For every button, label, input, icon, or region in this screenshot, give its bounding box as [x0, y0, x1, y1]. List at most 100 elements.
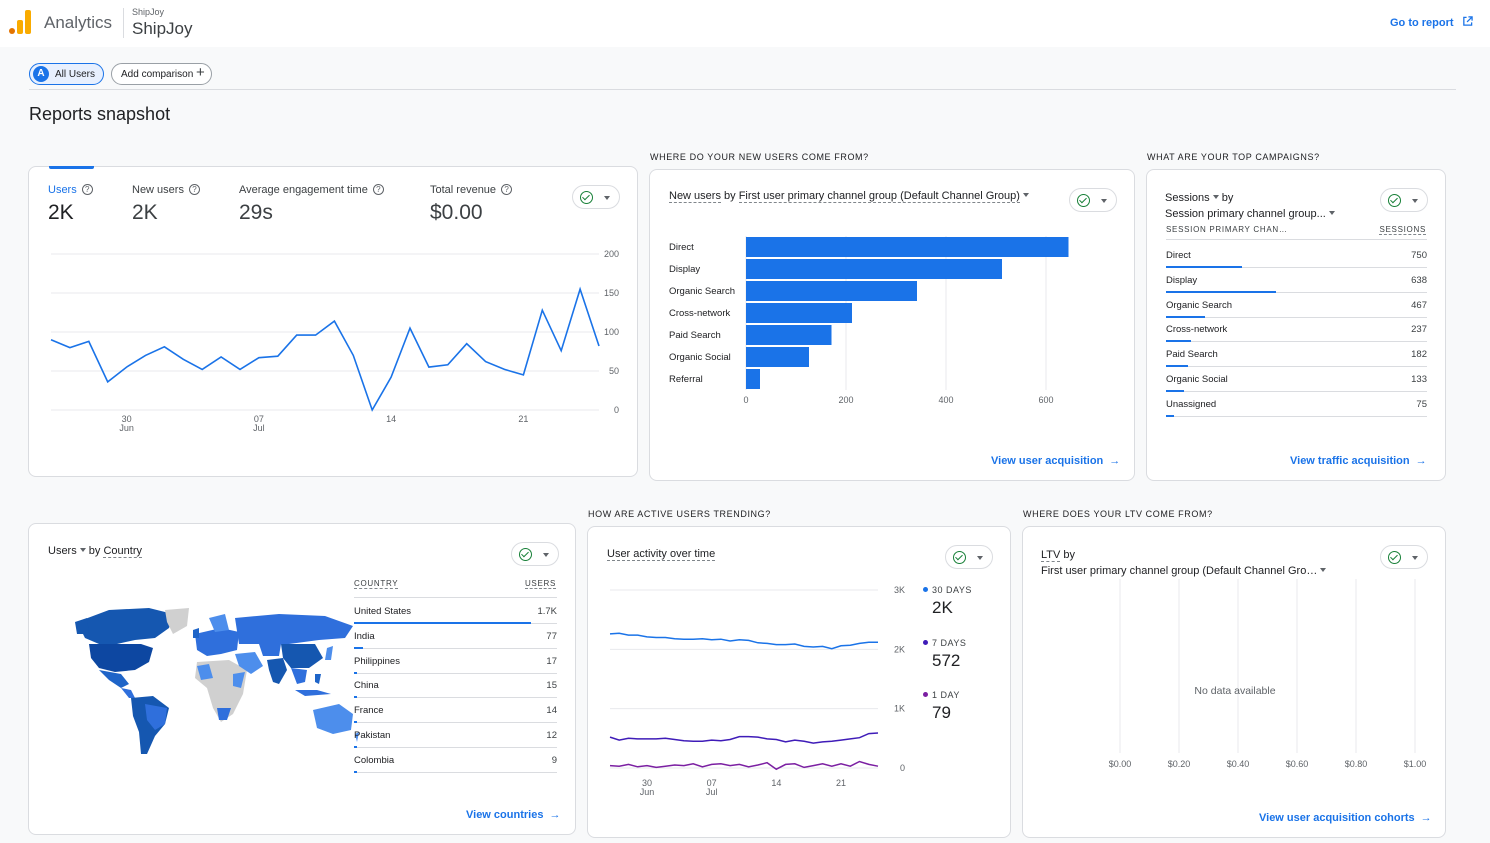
compare-toggle-button[interactable] [1069, 188, 1117, 212]
y-tick-label: 50 [609, 366, 619, 376]
account-name[interactable]: ShipJoy [132, 7, 165, 17]
chevron-down-icon[interactable] [79, 548, 86, 552]
chevron-down-icon[interactable] [1328, 211, 1335, 215]
country-row[interactable]: France 14 [354, 698, 557, 724]
campaigns-col-sessions[interactable]: SESSIONS [1379, 225, 1426, 235]
help-icon[interactable]: ? [372, 184, 384, 195]
compare-toggle-button[interactable] [1380, 545, 1428, 569]
country-row[interactable]: Colombia 9 [354, 748, 557, 773]
country-row[interactable]: Philippines 17 [354, 649, 557, 674]
chevron-down-icon[interactable] [1320, 568, 1327, 572]
legend-30-days-value: 2K [932, 598, 953, 617]
product-name: Analytics [44, 13, 113, 32]
property-name[interactable]: ShipJoy [132, 19, 193, 38]
compare-toggle-button[interactable] [572, 185, 620, 209]
active-users-card-title[interactable]: User activity over time [607, 548, 716, 561]
metric-tab-new-users[interactable]: New users? [132, 184, 200, 196]
country-row[interactable]: Pakistan 12 [354, 723, 557, 748]
help-icon[interactable]: ? [188, 184, 200, 195]
country-row[interactable]: India 77 [354, 624, 557, 649]
plus-icon: + [196, 64, 205, 81]
x-tick-label: 21 [836, 778, 846, 788]
legend-dot-7-days [923, 640, 928, 645]
metric-tab-users[interactable]: Users? [48, 184, 93, 196]
country-row-value: 77 [546, 630, 557, 642]
metric-tab-engagement[interactable]: Average engagement time? [239, 184, 384, 196]
campaign-row-name: Organic Social [1166, 374, 1228, 385]
campaigns-by: by [1221, 192, 1234, 204]
check-circle-icon [1388, 194, 1401, 207]
go-to-report-link[interactable]: Go to report [1390, 16, 1473, 29]
country-card-title[interactable]: Users by Country [48, 545, 142, 558]
country-col-country[interactable]: COUNTRY [354, 579, 399, 589]
map-europe [195, 628, 239, 656]
compare-toggle-button[interactable] [511, 542, 559, 566]
campaign-row[interactable]: Unassigned 75 [1166, 392, 1427, 417]
country-card: Users by Country [28, 523, 576, 835]
check-circle-icon [1388, 551, 1401, 564]
view-cohorts-label: View user acquisition cohorts [1259, 812, 1415, 824]
campaign-row[interactable]: Cross-network 237 [1166, 317, 1427, 343]
metric-tab-revenue[interactable]: Total revenue? [430, 184, 513, 196]
metric-revenue-label: Total revenue [430, 184, 497, 196]
campaign-row[interactable]: Organic Social 133 [1166, 367, 1427, 392]
add-comparison-button[interactable]: Add comparison + [111, 63, 212, 85]
acquisition-dimension[interactable]: First user primary channel group (Defaul… [738, 190, 1020, 203]
campaigns-metric[interactable]: Sessions [1165, 192, 1210, 204]
acquisition-metric[interactable]: New users [669, 190, 721, 203]
check-circle-icon [1077, 194, 1090, 207]
campaigns-dimension[interactable]: Session primary channel group... [1165, 208, 1326, 220]
country-row[interactable]: United States 1.7K [354, 599, 557, 624]
view-traffic-acquisition-link[interactable]: View traffic acquisition → [1290, 455, 1427, 467]
active-users-card: User activity over time 3K 2K 1K 0 30 Jun 07 Ju… [587, 526, 1011, 838]
country-metric[interactable]: Users [48, 545, 77, 557]
campaigns-col-dimension[interactable]: SESSION PRIMARY CHAN… [1166, 225, 1288, 234]
country-row-bar [354, 746, 358, 748]
country-dimension[interactable]: Country [103, 545, 142, 558]
ltv-metric[interactable]: LTV [1041, 549, 1061, 562]
acquisition-card-title[interactable]: New users by First user primary channel … [669, 190, 1029, 203]
y-tick-label: 2K [894, 644, 905, 654]
campaign-row-value: 750 [1411, 250, 1427, 261]
selected-metric-indicator [49, 166, 94, 169]
view-cohorts-link[interactable]: View user acquisition cohorts → [1259, 812, 1432, 824]
check-circle-icon [953, 551, 966, 564]
campaign-row[interactable]: Organic Search 467 [1166, 293, 1427, 318]
campaign-row[interactable]: Display 638 [1166, 268, 1427, 293]
series-line-1-day [609, 760, 879, 771]
x-tick-label: $0.40 [1227, 759, 1250, 769]
map-russia [235, 614, 353, 644]
metric-users-label: Users [48, 184, 77, 196]
y-tick-label: 0 [614, 405, 619, 415]
campaigns-card-title[interactable]: Sessions by Session primary channel grou… [1165, 190, 1335, 222]
bar [746, 237, 1069, 257]
country-row[interactable]: China 15 [354, 673, 557, 699]
ltv-card-title[interactable]: LTV by First user primary channel group … [1041, 547, 1327, 579]
campaigns-table: Direct 750 Display 638 Organic Search 467 Cros… [1166, 243, 1427, 423]
view-user-acquisition-link[interactable]: View user acquisition → [991, 455, 1120, 467]
campaign-row-name: Paid Search [1166, 349, 1218, 361]
chevron-down-icon[interactable] [1022, 193, 1029, 197]
campaign-row[interactable]: Direct 750 [1166, 243, 1427, 268]
help-icon[interactable]: ? [501, 184, 513, 195]
ltv-dimension[interactable]: First user primary channel group (Defaul… [1041, 565, 1318, 577]
go-to-report-label: Go to report [1390, 17, 1454, 29]
country-row-name: United States [354, 606, 412, 617]
view-countries-link[interactable]: View countries → [466, 809, 560, 821]
map-united-states [89, 644, 153, 672]
bar-category-label: Display [669, 264, 700, 275]
all-users-chip[interactable]: A All Users [29, 63, 104, 85]
x-tick-label: 0 [743, 395, 748, 405]
user-activity-title[interactable]: User activity over time [607, 548, 716, 561]
help-icon[interactable]: ? [81, 184, 93, 195]
legend-1-day-label: 1 DAY [932, 690, 960, 700]
chevron-down-icon[interactable] [1212, 195, 1219, 199]
campaign-row[interactable]: Paid Search 182 [1166, 342, 1427, 368]
compare-toggle-button[interactable] [1380, 188, 1428, 212]
country-row-value: 9 [551, 754, 557, 766]
country-col-users[interactable]: USERS [524, 579, 556, 589]
y-tick-label: 1K [894, 704, 905, 714]
compare-toggle-button[interactable] [945, 545, 993, 569]
segment-badge: A [33, 66, 49, 82]
